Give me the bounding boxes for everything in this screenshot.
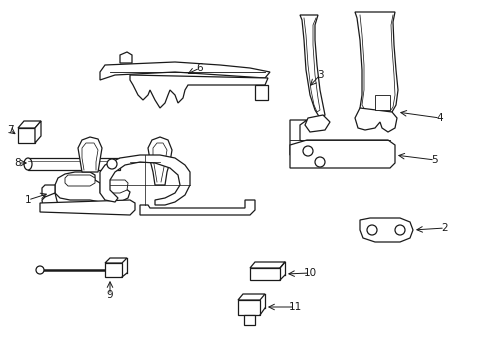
Polygon shape bbox=[35, 121, 41, 143]
Circle shape bbox=[366, 225, 376, 235]
Polygon shape bbox=[254, 85, 267, 100]
Circle shape bbox=[394, 225, 404, 235]
Polygon shape bbox=[28, 158, 120, 170]
Polygon shape bbox=[354, 12, 397, 120]
Circle shape bbox=[303, 146, 312, 156]
Text: 4: 4 bbox=[436, 113, 443, 123]
Polygon shape bbox=[78, 137, 102, 172]
Circle shape bbox=[36, 266, 44, 274]
Polygon shape bbox=[249, 262, 285, 268]
Polygon shape bbox=[238, 300, 260, 315]
Polygon shape bbox=[42, 193, 58, 208]
Text: 3: 3 bbox=[316, 70, 323, 80]
Polygon shape bbox=[100, 62, 269, 80]
Polygon shape bbox=[130, 75, 267, 108]
Polygon shape bbox=[305, 115, 329, 132]
Polygon shape bbox=[120, 52, 132, 63]
Polygon shape bbox=[18, 128, 35, 143]
Polygon shape bbox=[244, 315, 254, 325]
Text: 10: 10 bbox=[303, 268, 316, 278]
Polygon shape bbox=[238, 294, 264, 300]
Polygon shape bbox=[249, 268, 280, 280]
Text: 5: 5 bbox=[431, 155, 437, 165]
Text: 7: 7 bbox=[7, 125, 13, 135]
Polygon shape bbox=[105, 263, 122, 277]
Polygon shape bbox=[100, 155, 190, 205]
Polygon shape bbox=[354, 108, 396, 132]
Polygon shape bbox=[299, 15, 325, 118]
Polygon shape bbox=[105, 258, 127, 263]
Polygon shape bbox=[55, 172, 130, 203]
Polygon shape bbox=[289, 140, 394, 168]
Polygon shape bbox=[42, 185, 55, 198]
Polygon shape bbox=[40, 200, 135, 215]
Polygon shape bbox=[65, 175, 95, 186]
Text: 2: 2 bbox=[441, 223, 447, 233]
Text: 8: 8 bbox=[15, 158, 21, 168]
Ellipse shape bbox=[24, 158, 32, 170]
Polygon shape bbox=[374, 95, 389, 110]
Circle shape bbox=[107, 159, 117, 169]
Text: 1: 1 bbox=[24, 195, 31, 205]
Polygon shape bbox=[140, 200, 254, 215]
Polygon shape bbox=[148, 137, 172, 185]
Text: 6: 6 bbox=[196, 63, 203, 73]
Text: 9: 9 bbox=[106, 290, 113, 300]
Polygon shape bbox=[289, 120, 306, 155]
Polygon shape bbox=[100, 180, 128, 193]
Circle shape bbox=[314, 157, 325, 167]
Text: 11: 11 bbox=[288, 302, 301, 312]
Polygon shape bbox=[359, 218, 412, 242]
Polygon shape bbox=[18, 121, 41, 128]
